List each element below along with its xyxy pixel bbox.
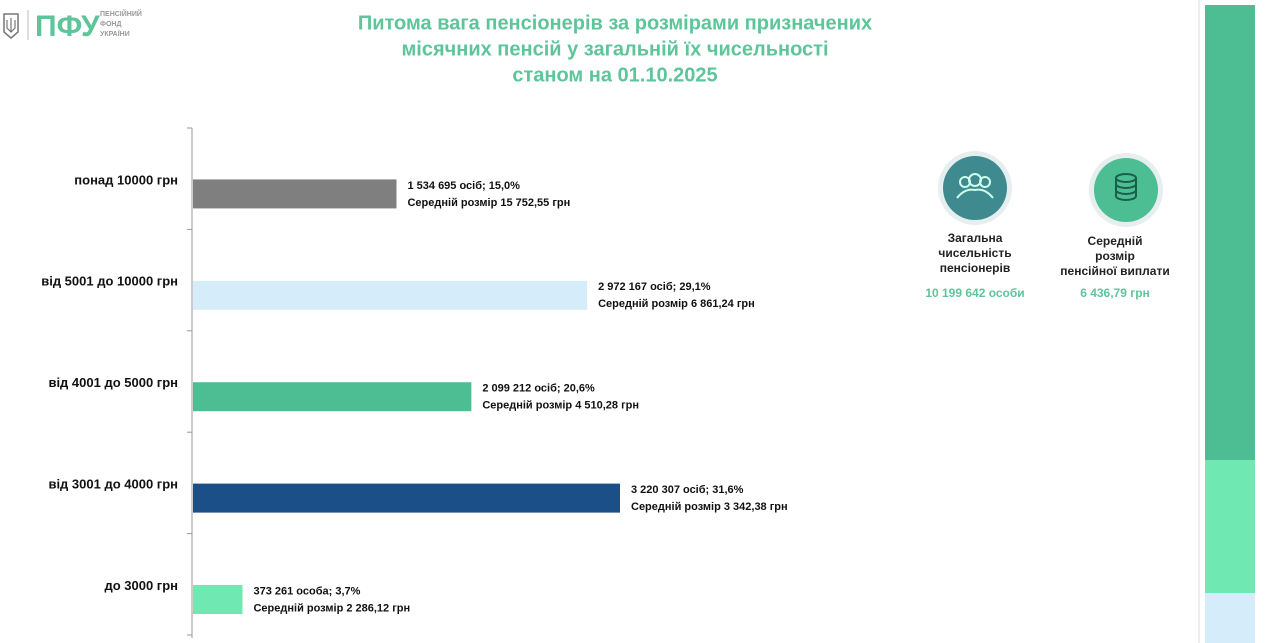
summary-value: 6 436,79 грн <box>1080 286 1150 300</box>
summary-label: чисельність <box>938 246 1011 260</box>
category-label: від 4001 до 5000 грн <box>48 375 178 390</box>
org-line: УКРАЇНИ <box>100 30 130 38</box>
org-line: ПЕНСІЙНИЙ <box>100 9 142 18</box>
bar <box>193 382 472 412</box>
summary-value: 10 199 642 особи <box>925 286 1024 300</box>
value-sublabel: Середній розмір 15 752,55 грн <box>407 197 570 209</box>
bar <box>193 280 588 310</box>
category-label: понад 10000 грн <box>74 172 178 187</box>
bar <box>193 585 243 615</box>
category-label: до 3000 грн <box>104 578 178 593</box>
side-strip <box>1205 593 1255 643</box>
org-name: ПЕНСІЙНИЙ ФОНД УКРАЇНИ <box>100 9 142 38</box>
value-label: 2 099 212 осіб; 20,6% <box>482 383 595 395</box>
org-line: ФОНД <box>100 21 121 28</box>
side-strip <box>1205 5 1255 460</box>
title-line: місячних пенсій у загальній їх чисельнос… <box>401 38 828 60</box>
value-label: 3 220 307 осіб; 31,6% <box>631 484 744 496</box>
category-label: від 5001 до 10000 грн <box>41 274 178 289</box>
value-sublabel: Середній розмір 4 510,28 грн <box>482 400 639 412</box>
value-label: 2 972 167 осіб; 29,1% <box>598 281 711 293</box>
title: Питома вага пенсіонерів за розмірами при… <box>358 12 872 86</box>
summary-label: Загальна <box>948 231 1003 245</box>
title-line: станом на 01.10.2025 <box>512 64 717 86</box>
value-sublabel: Середній розмір 6 861,24 грн <box>598 298 755 310</box>
bar <box>193 483 620 513</box>
side-strip <box>1205 460 1255 593</box>
value-sublabel: Середній розмір 3 342,38 грн <box>631 501 788 513</box>
summary-label: пенсійної виплати <box>1060 264 1169 278</box>
value-label: 373 261 особа; 3,7% <box>253 585 360 597</box>
summary-label: розмір <box>1095 249 1135 263</box>
logo: ПФУ <box>35 10 100 43</box>
bar <box>193 179 397 209</box>
icon-people <box>938 151 1012 225</box>
value-sublabel: Середній розмір 2 286,12 грн <box>253 602 410 614</box>
plot: понад 10000 грн 1 534 695 осіб; 15,0% Сере… <box>41 127 788 636</box>
title-line: Питома вага пенсіонерів за розмірами при… <box>358 12 872 34</box>
summary-label: пенсіонерів <box>940 261 1010 275</box>
summary-label: Середній <box>1088 234 1143 248</box>
coat-of-arms <box>3 13 19 39</box>
category-label: від 3001 до 4000 грн <box>48 477 178 492</box>
icon-coins <box>1089 153 1163 227</box>
value-label: 1 534 695 осіб; 15,0% <box>407 180 520 192</box>
